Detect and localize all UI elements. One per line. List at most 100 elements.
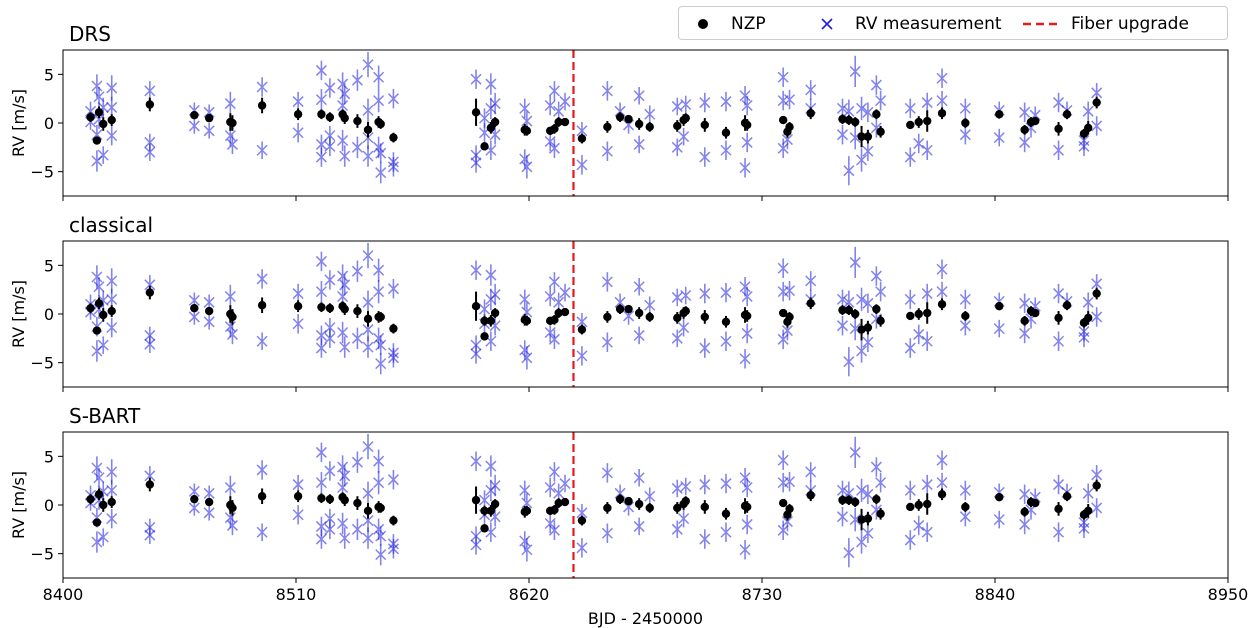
nzp-point [490, 308, 500, 318]
rv-marker [671, 291, 683, 303]
rv-marker [144, 329, 156, 341]
rv-marker [315, 255, 327, 267]
nzp-marker [99, 310, 108, 320]
rv-marker [959, 484, 971, 496]
rv-marker [601, 276, 613, 288]
rv-point [836, 506, 849, 527]
rv-marker [203, 296, 215, 308]
rv-point [739, 349, 751, 369]
rv-point [741, 132, 753, 153]
rv-marker [904, 102, 916, 114]
nzp-marker [554, 498, 563, 508]
rv-marker [777, 333, 789, 345]
nzp-point [876, 125, 885, 138]
nzp-marker [876, 509, 885, 518]
rv-marker [97, 531, 109, 543]
rv-point [387, 348, 399, 368]
rv-marker [375, 549, 387, 561]
rv-marker [699, 151, 711, 163]
rv-point [875, 472, 887, 493]
rv-point [188, 118, 200, 134]
nzp-marker [1054, 124, 1063, 134]
rv-point [337, 455, 349, 479]
rv-marker [741, 136, 753, 148]
rv-point [362, 98, 374, 123]
rv-marker [351, 141, 363, 153]
nzp-marker [1031, 498, 1040, 508]
rv-marker [324, 332, 336, 344]
nzp-point [914, 308, 923, 320]
rv-point [805, 80, 817, 100]
nzp-marker [204, 113, 214, 123]
nzp-marker [615, 112, 625, 122]
nzp-marker [145, 100, 155, 109]
nzp-point [550, 314, 559, 325]
rv-marker [781, 325, 793, 337]
panel-1: 5 0 −5 classical RV [m/s] [9, 213, 1229, 392]
rv-marker [870, 461, 882, 473]
rv-point [739, 158, 751, 178]
nzp-marker [923, 308, 932, 318]
nzp-marker [471, 495, 481, 505]
nzp-marker [293, 110, 303, 119]
rv-point [548, 462, 560, 482]
rv-marker [1053, 526, 1065, 538]
panel-title: DRS [69, 22, 111, 46]
rv-marker [337, 99, 349, 112]
nzp-marker [1031, 116, 1040, 126]
nzp-point [480, 142, 489, 151]
nzp-point [577, 133, 587, 144]
rv-point [362, 433, 374, 460]
nzp-marker [1084, 123, 1093, 133]
nzp-marker [673, 313, 682, 323]
rv-point [777, 67, 789, 87]
nzp-point [228, 309, 237, 325]
rv-marker [106, 275, 118, 287]
nzp-point [293, 490, 303, 503]
rv-point [671, 329, 683, 348]
nzp-marker [914, 309, 923, 319]
rv-marker [521, 161, 533, 173]
nzp-marker [721, 317, 731, 326]
nzp-point [923, 493, 932, 515]
nzp-marker [550, 315, 559, 325]
nzp-marker [806, 109, 815, 118]
rv-point [315, 147, 327, 167]
nzp-marker [490, 117, 500, 127]
rv-marker [904, 484, 916, 496]
rv-point [375, 543, 387, 566]
rv-marker [862, 297, 874, 309]
nzp-marker [353, 498, 362, 508]
nzp-marker [471, 108, 481, 117]
rv-marker [1019, 106, 1031, 118]
rv-marker [805, 275, 817, 287]
nzp-point [389, 323, 398, 334]
rv-marker [224, 290, 236, 303]
rv-point [256, 460, 268, 480]
y-tick-label: −5 [30, 545, 54, 564]
rv-marker [315, 446, 327, 458]
nzp-marker [480, 524, 489, 533]
rv-marker [144, 470, 156, 482]
nzp-point [1020, 124, 1029, 135]
rv-point [485, 264, 497, 286]
nzp-point [844, 115, 854, 125]
nzp-marker [1020, 125, 1029, 135]
rv-marker [362, 341, 374, 353]
rv-marker [375, 358, 387, 370]
rv-point [548, 329, 560, 350]
rv-marker [601, 336, 613, 348]
rv-point [559, 283, 571, 302]
nzp-marker [1020, 316, 1029, 326]
rv-marker [375, 147, 387, 159]
rv-marker [485, 269, 497, 281]
nzp-point [190, 111, 199, 120]
rv-marker [856, 102, 868, 114]
rv-point [93, 468, 105, 488]
nzp-point [204, 306, 214, 316]
rv-point [362, 336, 374, 358]
rv-point [849, 436, 861, 469]
nzp-point [937, 107, 947, 120]
rv-point [904, 530, 916, 550]
rv-marker [862, 145, 874, 157]
